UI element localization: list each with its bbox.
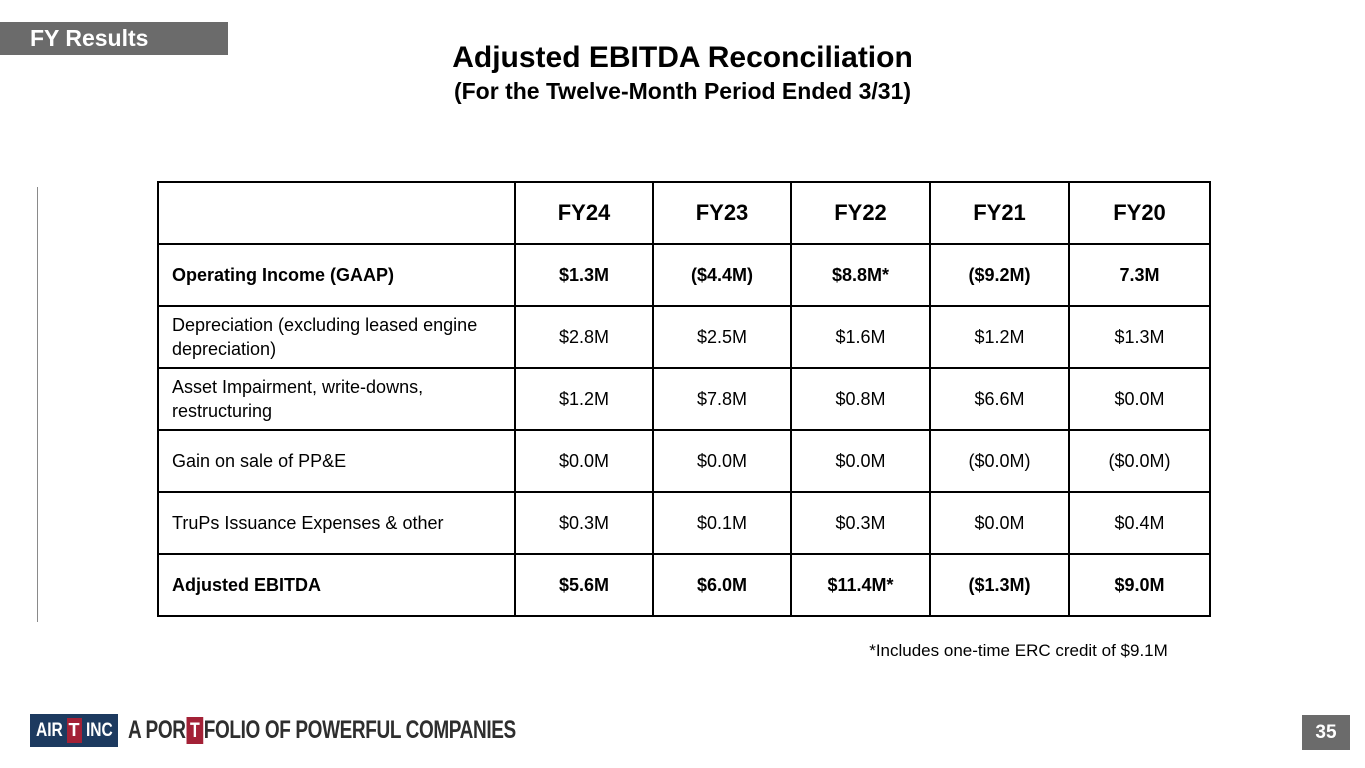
cell-value: ($0.0M) [929,429,1070,493]
cell-value: ($4.4M) [652,243,792,307]
cell-value: $0.8M [790,367,931,431]
tagline-red-t-icon: T [186,717,204,744]
table-row-operating-income: Operating Income (GAAP) $1.3M ($4.4M) $8… [157,243,1211,307]
cell-value: $0.3M [790,491,931,555]
footer-logo: AIR T INC A POR T FOLIO OF POWERFUL COMP… [30,714,638,747]
cell-value: 7.3M [1068,243,1211,307]
logo-tagline: A POR T FOLIO OF POWERFUL COMPANIES [128,716,516,745]
row-label: TruPs Issuance Expenses & other [157,491,516,555]
table-row-asset-impairment: Asset Impairment, write-downs, restructu… [157,367,1211,431]
column-header-fy20: FY20 [1068,181,1211,245]
cell-value: $8.8M* [790,243,931,307]
cell-value: $7.8M [652,367,792,431]
table-row-adjusted-ebitda: Adjusted EBITDA $5.6M $6.0M $11.4M* ($1.… [157,553,1211,617]
table-header-row: FY24 FY23 FY22 FY21 FY20 [157,181,1211,245]
cell-value: $5.6M [514,553,654,617]
column-header-blank [157,181,516,245]
cell-value: $0.0M [790,429,931,493]
cell-value: $0.0M [1068,367,1211,431]
row-label: Gain on sale of PP&E [157,429,516,493]
cell-value: $1.6M [790,305,931,369]
column-header-fy21: FY21 [929,181,1070,245]
row-label: Operating Income (GAAP) [157,243,516,307]
cell-value: $0.3M [514,491,654,555]
row-label: Depreciation (excluding leased engine de… [157,305,516,369]
cell-value: $0.1M [652,491,792,555]
tagline-post: FOLIO OF POWERFUL COMPANIES [203,716,516,744]
page-subtitle: (For the Twelve-Month Period Ended 3/31) [453,78,912,104]
table-row-trups-issuance: TruPs Issuance Expenses & other $0.3M $0… [157,491,1211,555]
cell-value: $0.0M [652,429,792,493]
row-label: Adjusted EBITDA [157,553,516,617]
airt-inc-logo: AIR T INC [30,714,118,747]
cell-value: $2.5M [652,305,792,369]
cell-value: $9.0M [1068,553,1211,617]
row-label: Asset Impairment, write-downs, restructu… [157,367,516,431]
title-block: Adjusted EBITDA Reconciliation (For the … [0,40,1365,106]
column-header-fy23: FY23 [652,181,792,245]
cell-value: $1.2M [514,367,654,431]
logo-inc-text: INC [85,719,113,741]
cell-value: $0.0M [929,491,1070,555]
cell-value: ($1.3M) [929,553,1070,617]
page-number: 35 [1302,715,1350,750]
cell-value: $1.3M [1068,305,1211,369]
cell-value: $6.0M [652,553,792,617]
ebitda-reconciliation-table: FY24 FY23 FY22 FY21 FY20 Operating Incom… [157,181,1211,617]
table-row-gain-on-sale: Gain on sale of PP&E $0.0M $0.0M $0.0M (… [157,429,1211,493]
cell-value: $11.4M* [790,553,931,617]
column-header-fy22: FY22 [790,181,931,245]
logo-red-t-icon: T [66,718,82,743]
cell-value: $1.3M [514,243,654,307]
column-header-fy24: FY24 [514,181,654,245]
page-title: Adjusted EBITDA Reconciliation [452,41,913,74]
cell-value: $0.4M [1068,491,1211,555]
tagline-pre: A POR [128,716,186,744]
cell-value: $2.8M [514,305,654,369]
footnote: *Includes one-time ERC credit of $9.1M [869,641,1168,660]
cell-value: $0.0M [514,429,654,493]
logo-air-text: AIR [35,719,63,741]
left-accent-line [37,187,38,622]
cell-value: ($0.0M) [1068,429,1211,493]
cell-value: $6.6M [929,367,1070,431]
cell-value: ($9.2M) [929,243,1070,307]
section-badge: FY Results [0,22,228,55]
table-row-depreciation: Depreciation (excluding leased engine de… [157,305,1211,369]
cell-value: $1.2M [929,305,1070,369]
